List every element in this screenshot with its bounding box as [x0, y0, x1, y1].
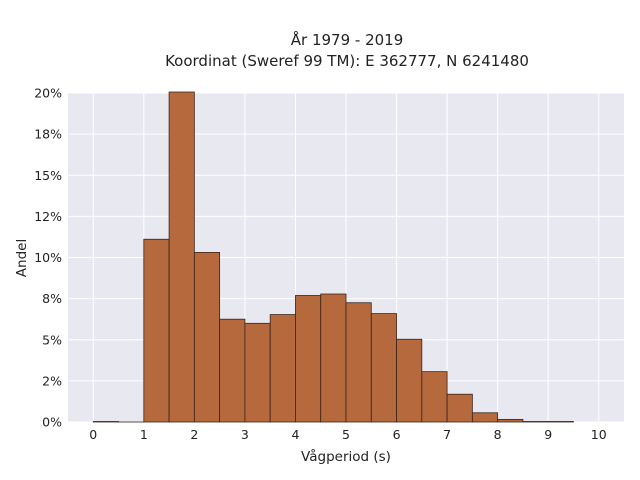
- histogram-bar: [370, 313, 397, 423]
- y-tick-label: 18%: [34, 127, 62, 142]
- bars: [92, 91, 574, 423]
- x-tick-label: 7: [443, 427, 451, 442]
- y-tick-label: 8%: [42, 291, 62, 306]
- y-axis-ticks: 0% 2% 5% 8% 10% 12% 15% 18% 20%: [34, 86, 62, 430]
- histogram-bar: [244, 322, 271, 423]
- histogram-bar: [168, 91, 195, 423]
- x-tick-label: 6: [393, 427, 401, 442]
- x-axis-label: Vågperiod (s): [301, 448, 391, 465]
- x-tick-label: 8: [494, 427, 502, 442]
- y-tick-label: 2%: [42, 373, 62, 388]
- x-axis-ticks: 0 1 2 3 4 5 6 7 8 9 10: [89, 427, 606, 442]
- histogram-bar: [396, 338, 423, 423]
- histogram-bar: [320, 293, 347, 423]
- chart-title-line-1: År 1979 - 2019: [291, 30, 404, 49]
- histogram-bar: [295, 295, 322, 423]
- x-tick-label: 1: [140, 427, 148, 442]
- histogram-bar: [269, 314, 296, 423]
- x-tick-label: 3: [241, 427, 249, 442]
- histogram-bar: [497, 418, 524, 423]
- y-tick-label: 15%: [34, 168, 62, 183]
- y-tick-label: 12%: [34, 209, 62, 224]
- y-tick-label: 0%: [42, 415, 62, 430]
- histogram-bar: [446, 393, 473, 423]
- x-tick-label: 10: [591, 427, 607, 442]
- histogram-bar: [219, 318, 246, 423]
- y-tick-label: 5%: [42, 332, 62, 347]
- x-tick-label: 5: [342, 427, 350, 442]
- chart-title-line-2: Koordinat (Sweref 99 TM): E 362777, N 62…: [165, 52, 529, 70]
- y-axis-label: Andel: [14, 239, 30, 277]
- x-tick-label: 0: [89, 427, 97, 442]
- x-tick-label: 2: [190, 427, 198, 442]
- histogram-bar: [345, 302, 372, 423]
- y-tick-label: 20%: [34, 86, 62, 101]
- x-tick-label: 9: [544, 427, 552, 442]
- histogram-bar: [471, 412, 499, 423]
- y-tick-label: 10%: [34, 250, 62, 265]
- histogram-bar: [421, 371, 448, 423]
- histogram-bar: [193, 252, 221, 423]
- x-tick-label: 4: [291, 427, 299, 442]
- histogram-bar: [143, 238, 170, 423]
